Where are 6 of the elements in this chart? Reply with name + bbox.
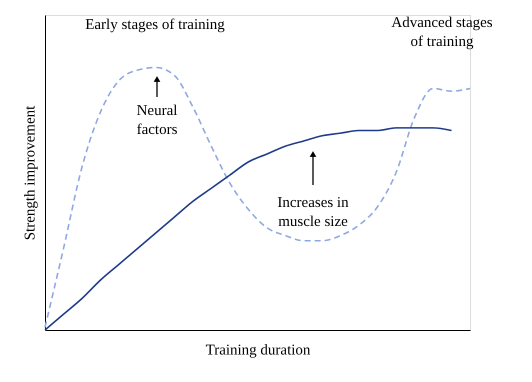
text: Early stages of training xyxy=(85,17,226,33)
annotation: Neural factors xyxy=(136,103,178,138)
text: Advanced stages of training xyxy=(391,15,493,50)
annotation: Increases in muscle size xyxy=(277,195,350,230)
y-axis-title: Strength improvement xyxy=(22,104,38,240)
x-axis-title: Training duration xyxy=(206,342,311,358)
